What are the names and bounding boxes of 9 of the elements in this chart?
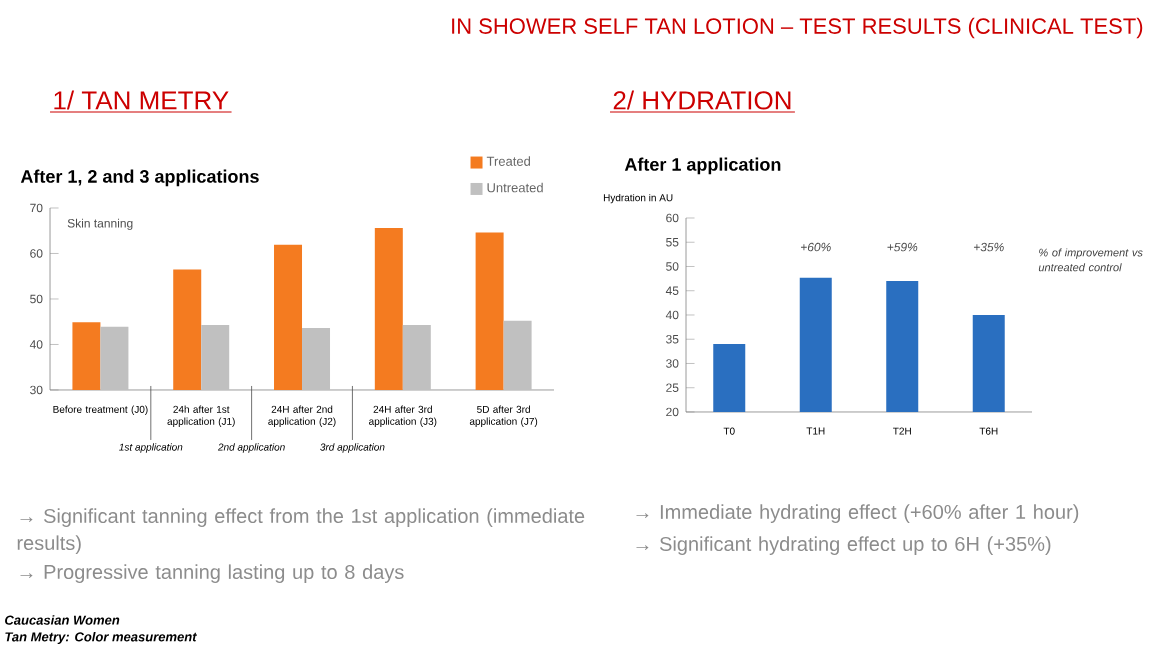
- text: → Significant hydrating effect up to 6H (+35%): [636, 536, 1051, 555]
- text: → Progressive tanning lasting up to 8 days: [20, 564, 404, 583]
- text: → Significant tanning effect from the 1st application (immediate results): [17, 508, 585, 554]
- chart-subtitle: After 1 application: [624, 157, 781, 175]
- chart-title: 2/ HYDRATION: [613, 90, 791, 110]
- text: IN SHOWER SELF TAN LOTION – TEST RESULTS (CLINICAL TEST): [452, 17, 1143, 39]
- chart-title: 1/ TAN METRY: [54, 90, 229, 110]
- text: → Immediate hydrating effect (+60% after 1 hour): [636, 504, 1079, 524]
- chart-subtitle: After 1, 2 and 3 applications: [20, 169, 259, 187]
